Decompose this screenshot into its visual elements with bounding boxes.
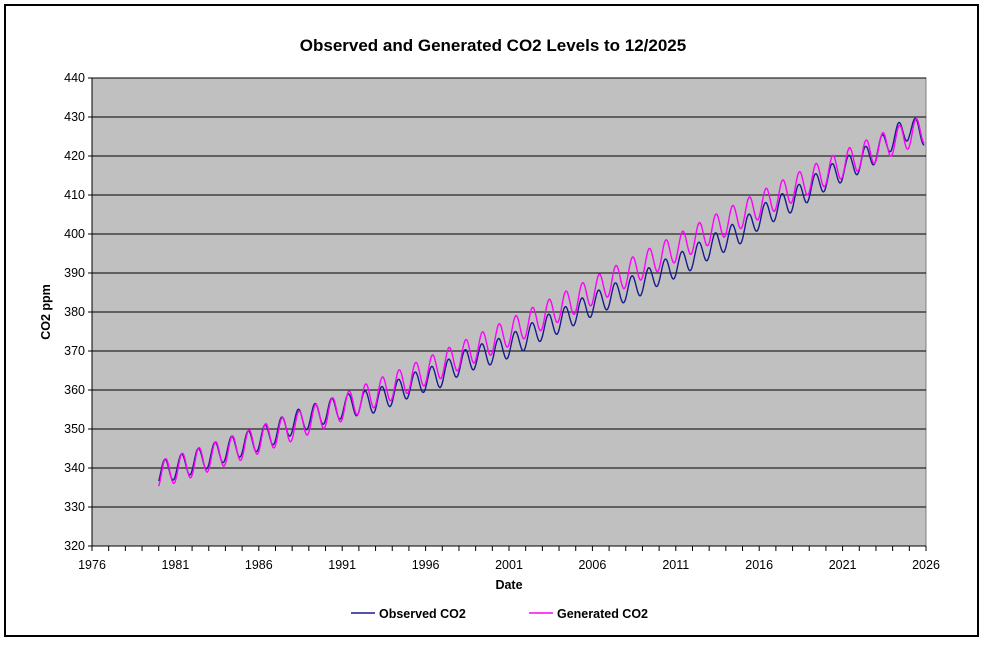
y-tick-label: 430 [64, 110, 85, 124]
y-axis-ticks: 320 330 340 350 360 370 380 390 400 410 420 430 440 [64, 71, 92, 553]
x-tick-label: 1991 [328, 558, 356, 572]
x-tick-label: 1996 [412, 558, 440, 572]
x-tick-label: 2001 [495, 558, 523, 572]
x-tick-label: 2016 [745, 558, 773, 572]
y-tick-label: 340 [64, 461, 85, 475]
legend-label-generated: Generated CO2 [557, 607, 648, 621]
y-tick-label: 420 [64, 149, 85, 163]
x-tick-label: 2021 [829, 558, 857, 572]
x-tick-label: 2011 [662, 558, 689, 572]
chart-title: Observed and Generated CO2 Levels to 12/… [300, 36, 686, 55]
chart-frame: Observed and Generated CO2 Levels to 12/… [4, 4, 979, 637]
y-tick-label: 370 [64, 344, 85, 358]
legend: Observed CO2 Generated CO2 [351, 607, 648, 621]
x-tick-label: 1986 [245, 558, 273, 572]
y-tick-label: 320 [64, 539, 85, 553]
x-tick-label: 2026 [912, 558, 940, 572]
y-tick-label: 350 [64, 422, 85, 436]
legend-label-observed: Observed CO2 [379, 607, 466, 621]
series-lines [158, 117, 925, 487]
x-axis-label: Date [495, 578, 522, 592]
x-axis-ticks: 1976 1981 1986 1991 1996 2001 2006 2011 2016 2021… [78, 546, 940, 572]
series-line-generated [158, 118, 925, 487]
y-tick-label: 380 [64, 305, 85, 319]
y-tick-label: 400 [64, 227, 85, 241]
y-tick-label: 360 [64, 383, 85, 397]
x-tick-label: 1976 [78, 558, 106, 572]
x-tick-label: 1981 [161, 558, 189, 572]
y-tick-label: 330 [64, 500, 85, 514]
y-axis-label: CO2 ppm [39, 284, 53, 340]
co2-line-chart: Observed and Generated CO2 Levels to 12/… [39, 36, 940, 621]
y-tick-label: 390 [64, 266, 85, 280]
y-tick-label: 410 [64, 188, 85, 202]
y-tick-label: 440 [64, 71, 85, 85]
x-tick-label: 2006 [578, 558, 606, 572]
